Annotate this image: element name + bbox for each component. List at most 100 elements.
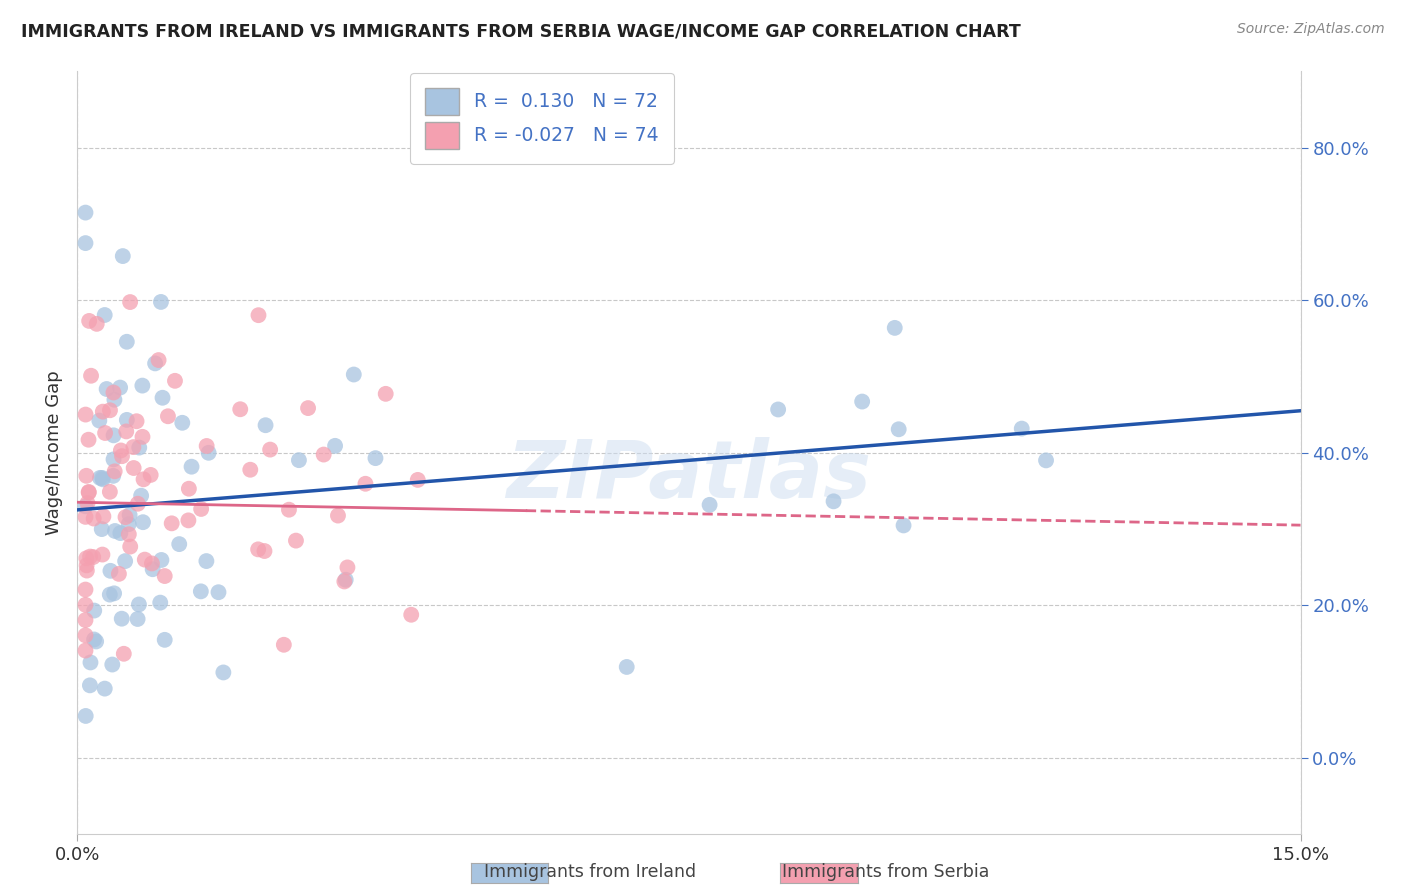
Point bbox=[177, 482, 200, 496]
Point bbox=[149, 294, 172, 309]
Point bbox=[76, 496, 98, 510]
Point bbox=[129, 489, 152, 503]
Point bbox=[312, 448, 335, 462]
Point bbox=[83, 511, 105, 525]
Point bbox=[75, 613, 97, 627]
Point bbox=[125, 414, 148, 428]
Point bbox=[98, 403, 121, 417]
Point bbox=[79, 549, 101, 564]
Point bbox=[141, 557, 163, 571]
Point bbox=[142, 562, 165, 576]
Text: Immigrants from Serbia: Immigrants from Serbia bbox=[782, 863, 990, 881]
Point bbox=[94, 425, 117, 440]
Point bbox=[122, 461, 145, 475]
Point bbox=[297, 401, 319, 416]
Point bbox=[254, 418, 277, 433]
Point bbox=[98, 484, 121, 499]
Point bbox=[118, 517, 141, 532]
Point bbox=[75, 205, 97, 219]
Point bbox=[156, 409, 179, 424]
Point bbox=[83, 632, 105, 647]
Point bbox=[75, 643, 97, 657]
Point bbox=[110, 443, 132, 458]
Point bbox=[616, 660, 638, 674]
Point bbox=[887, 422, 910, 436]
Point bbox=[180, 459, 202, 474]
Point bbox=[82, 550, 104, 565]
Point bbox=[190, 502, 212, 516]
Point bbox=[134, 552, 156, 566]
Point bbox=[399, 607, 422, 622]
Point bbox=[195, 554, 218, 568]
Point bbox=[86, 317, 108, 331]
Point bbox=[128, 441, 150, 455]
Point bbox=[766, 402, 789, 417]
Point bbox=[77, 484, 100, 499]
Point bbox=[278, 502, 301, 516]
Legend: R =  0.130   N = 72, R = -0.027   N = 74: R = 0.130 N = 72, R = -0.027 N = 74 bbox=[411, 73, 673, 163]
Point bbox=[103, 428, 125, 442]
Point bbox=[77, 433, 100, 447]
Point bbox=[112, 647, 135, 661]
Point bbox=[153, 569, 176, 583]
Point bbox=[108, 381, 131, 395]
Point bbox=[160, 516, 183, 531]
Point bbox=[335, 573, 357, 587]
Point bbox=[131, 430, 153, 444]
Point bbox=[118, 527, 141, 541]
Point bbox=[96, 382, 118, 396]
Point bbox=[84, 634, 107, 648]
Point bbox=[364, 451, 387, 466]
Point bbox=[103, 392, 125, 407]
Point bbox=[103, 468, 125, 483]
Point bbox=[115, 425, 138, 439]
Point bbox=[93, 308, 115, 322]
Point bbox=[139, 467, 162, 482]
Point bbox=[207, 585, 229, 599]
Point bbox=[110, 526, 132, 541]
Point bbox=[699, 498, 721, 512]
Point bbox=[132, 472, 155, 486]
Point bbox=[150, 553, 173, 567]
Point bbox=[197, 446, 219, 460]
Point bbox=[406, 473, 429, 487]
Point bbox=[108, 566, 131, 581]
Point bbox=[132, 515, 155, 529]
Point bbox=[229, 402, 252, 417]
Point bbox=[195, 439, 218, 453]
Point bbox=[153, 632, 176, 647]
Point bbox=[94, 681, 117, 696]
Point bbox=[103, 586, 125, 600]
Point bbox=[883, 321, 905, 335]
Point bbox=[212, 665, 235, 680]
Point bbox=[247, 308, 270, 322]
Point bbox=[77, 314, 100, 328]
Point bbox=[288, 453, 311, 467]
Point bbox=[91, 404, 114, 418]
Point bbox=[172, 416, 194, 430]
Point bbox=[127, 497, 149, 511]
Point bbox=[103, 452, 125, 467]
Point bbox=[83, 603, 105, 617]
Point bbox=[75, 709, 97, 723]
Point bbox=[354, 476, 377, 491]
Point bbox=[1011, 422, 1033, 436]
Point bbox=[177, 513, 200, 527]
Point bbox=[76, 558, 98, 573]
Point bbox=[323, 439, 346, 453]
Point bbox=[285, 533, 308, 548]
Point bbox=[122, 440, 145, 454]
Point bbox=[80, 368, 103, 383]
Point bbox=[75, 598, 97, 612]
Point bbox=[75, 236, 97, 251]
Point bbox=[75, 551, 97, 566]
Point bbox=[190, 584, 212, 599]
Text: Source: ZipAtlas.com: Source: ZipAtlas.com bbox=[1237, 22, 1385, 37]
Point bbox=[89, 413, 111, 427]
Point bbox=[1035, 453, 1057, 467]
Point bbox=[333, 574, 356, 589]
Point bbox=[253, 544, 276, 558]
Point bbox=[118, 508, 141, 522]
Point bbox=[75, 468, 97, 483]
Point bbox=[247, 542, 270, 557]
